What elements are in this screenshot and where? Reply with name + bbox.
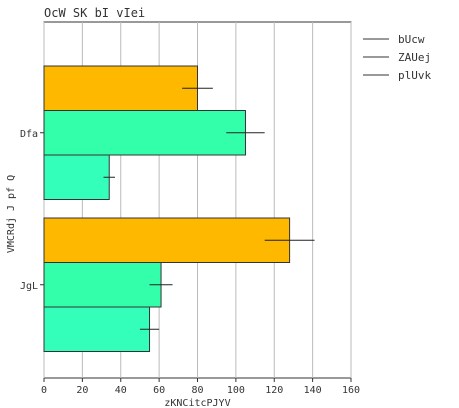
legend-label: ZAUej <box>398 51 431 64</box>
x-tick-label: 80 <box>191 385 203 396</box>
bar <box>44 111 245 156</box>
bar <box>44 66 198 111</box>
y-axis: Dfa JgL <box>20 129 44 292</box>
bar <box>44 263 161 308</box>
bar <box>44 155 109 200</box>
x-tick-label: 0 <box>41 385 47 396</box>
chart-title: OcW SK bI vIei <box>44 6 145 20</box>
x-axis: 0 20 40 60 80 100 120 140 160 <box>41 378 360 396</box>
x-tick-label: 40 <box>115 385 127 396</box>
bar <box>44 307 150 352</box>
legend-label: plUvk <box>398 69 431 82</box>
y-axis-label: VMCRdj J pf Q <box>6 175 17 253</box>
x-tick-label: 140 <box>304 385 322 396</box>
y-tick-label: JgL <box>20 281 38 292</box>
bar <box>44 218 290 263</box>
legend-label: bUcw <box>398 33 425 46</box>
x-tick-label: 160 <box>342 385 360 396</box>
x-tick-label: 20 <box>76 385 88 396</box>
x-axis-label: zKNCitcPJYV <box>164 398 230 408</box>
legend: bUcw ZAUej plUvk <box>363 33 431 82</box>
x-tick-label: 60 <box>153 385 165 396</box>
bars <box>44 66 290 352</box>
x-tick-label: 120 <box>265 385 283 396</box>
y-tick-label: Dfa <box>20 129 38 140</box>
x-tick-label: 100 <box>227 385 245 396</box>
